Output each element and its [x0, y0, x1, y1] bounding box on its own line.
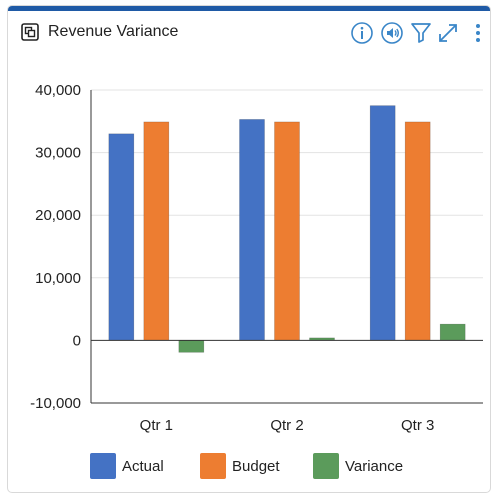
speaker-icon[interactable]: [380, 21, 404, 45]
info-icon[interactable]: [350, 21, 374, 45]
card-accent-bar: [8, 6, 490, 11]
legend-item-variance[interactable]: Variance: [313, 453, 403, 479]
legend-label-budget: Budget: [232, 457, 280, 475]
card-header: Revenue Variance: [8, 11, 490, 51]
y-tick-label: 10,000: [35, 270, 81, 287]
bar-actual-3[interactable]: [369, 105, 396, 341]
bar-budget-1[interactable]: [143, 121, 170, 341]
more-icon[interactable]: [466, 21, 490, 45]
y-tick-label: 40,000: [35, 82, 81, 99]
expand-icon[interactable]: [436, 21, 460, 45]
y-tick-label: -10,000: [30, 395, 81, 412]
chart-title: Revenue Variance: [48, 23, 179, 40]
x-tick-label: Qtr 2: [270, 417, 303, 434]
legend-label-variance: Variance: [345, 457, 404, 475]
bar-variance-3[interactable]: [439, 323, 466, 341]
bar-budget-2[interactable]: [274, 121, 300, 341]
legend-swatch-actual: [90, 453, 116, 479]
bar-actual-2[interactable]: [239, 119, 265, 341]
chart-legend: Actual Budget Variance: [8, 449, 490, 479]
legend-label-actual: Actual: [122, 457, 164, 475]
y-tick-label: 30,000: [35, 145, 81, 162]
chart-card: Revenue Variance 40,000 30,000 20,000 10,00…: [7, 5, 491, 493]
legend-item-actual[interactable]: Actual: [90, 453, 164, 479]
legend-item-budget[interactable]: Budget: [200, 453, 280, 479]
bar-budget-3[interactable]: [404, 121, 431, 341]
y-tick-label: 0: [73, 332, 81, 349]
bar-variance-1[interactable]: [178, 340, 205, 353]
filter-icon[interactable]: [409, 21, 433, 45]
x-tick-label: Qtr 1: [140, 417, 173, 434]
x-tick-label: Qtr 3: [401, 417, 434, 434]
bar-actual-1[interactable]: [108, 133, 135, 341]
bar-chart: 40,000 30,000 20,000 10,000 0 -10,000 Qtr 1 Qtr…: [30, 82, 483, 434]
legend-swatch-variance: [313, 453, 339, 479]
y-tick-label: 20,000: [35, 207, 81, 224]
legend-swatch-budget: [200, 453, 226, 479]
copy-icon[interactable]: [21, 23, 39, 41]
